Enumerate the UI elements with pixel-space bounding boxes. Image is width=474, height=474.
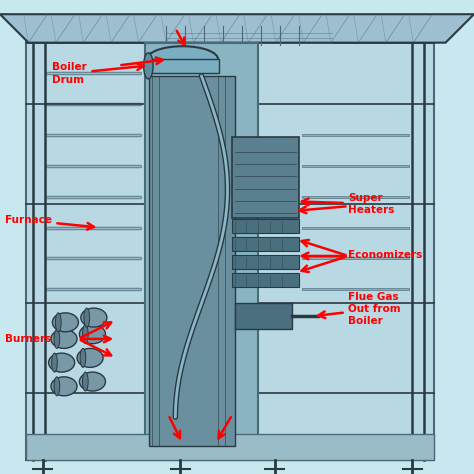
Ellipse shape — [49, 353, 75, 372]
Ellipse shape — [84, 308, 90, 327]
FancyBboxPatch shape — [145, 43, 258, 455]
Ellipse shape — [147, 46, 218, 73]
FancyBboxPatch shape — [26, 434, 434, 460]
Text: Super
Heaters: Super Heaters — [302, 192, 395, 215]
Polygon shape — [0, 14, 474, 43]
Ellipse shape — [82, 372, 88, 391]
Ellipse shape — [144, 53, 153, 79]
Ellipse shape — [81, 308, 107, 327]
Text: Burners: Burners — [5, 334, 51, 344]
Text: Furnace: Furnace — [5, 215, 94, 229]
Text: Flue Gas
Out from
Boiler: Flue Gas Out from Boiler — [319, 292, 401, 327]
Ellipse shape — [80, 325, 105, 344]
FancyBboxPatch shape — [149, 76, 235, 446]
FancyBboxPatch shape — [232, 219, 299, 233]
FancyBboxPatch shape — [26, 24, 434, 460]
Ellipse shape — [54, 329, 60, 348]
FancyBboxPatch shape — [232, 137, 299, 218]
FancyBboxPatch shape — [232, 273, 299, 287]
Text: Boiler
Drum: Boiler Drum — [52, 62, 144, 85]
FancyBboxPatch shape — [235, 303, 292, 329]
Ellipse shape — [80, 348, 86, 367]
Ellipse shape — [55, 313, 61, 332]
Ellipse shape — [51, 329, 77, 348]
Ellipse shape — [51, 377, 77, 396]
FancyBboxPatch shape — [232, 255, 299, 269]
FancyBboxPatch shape — [148, 59, 219, 73]
Text: Economizers: Economizers — [348, 250, 423, 260]
Ellipse shape — [82, 325, 88, 344]
Ellipse shape — [52, 353, 57, 372]
Ellipse shape — [80, 372, 105, 391]
Ellipse shape — [77, 348, 103, 367]
Ellipse shape — [53, 313, 78, 332]
Ellipse shape — [54, 377, 60, 396]
FancyBboxPatch shape — [232, 237, 299, 251]
